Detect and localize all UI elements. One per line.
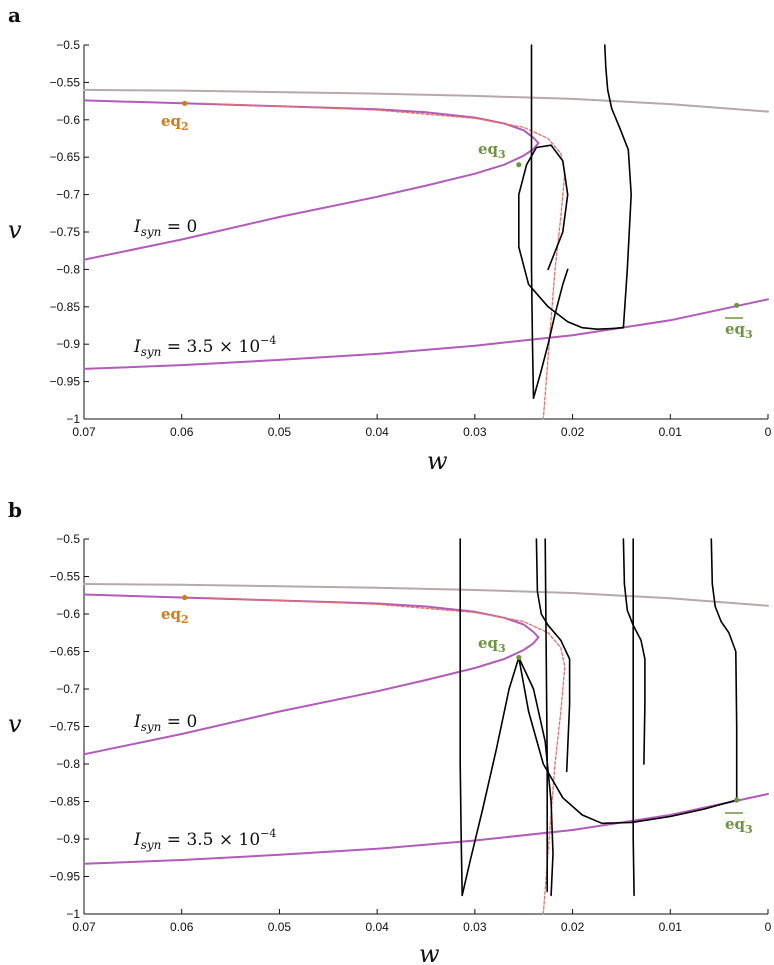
- label-eq3-bar: eq3: [725, 815, 753, 836]
- y-tick-label: −0.65: [50, 645, 81, 659]
- label-eq3: eq3: [478, 634, 506, 655]
- series-upper-nullcline-gray: [83, 88, 769, 113]
- y-tick-label: −0.9: [56, 832, 80, 846]
- point-eq2: [182, 100, 188, 106]
- y-tick-label: −0.95: [50, 870, 81, 884]
- x-tick-label: 0.06: [170, 920, 194, 934]
- panel-b: b 0.07 0.06 0.05 0.04 0.03 0.02 0.01 0 −0.5 −0.55…: [8, 498, 772, 965]
- equilibrium-points: [182, 594, 740, 803]
- panel-label: b: [8, 498, 22, 522]
- series-nullcline-isyn35: [83, 298, 769, 370]
- x-tick-label: 0.05: [268, 425, 292, 439]
- x-tick-label: 0.03: [463, 425, 487, 439]
- label-eq2: eq2: [161, 605, 189, 626]
- x-tick-label: 0.01: [659, 425, 683, 439]
- x-tick-label: 0.02: [561, 920, 585, 934]
- y-tick-label: −0.85: [50, 300, 81, 314]
- series-trajectory-a-3: [604, 44, 632, 329]
- y-tick-label: −0.5: [56, 38, 80, 52]
- annotation-isyn35: Isyn = 3.5 × 10−4: [133, 334, 276, 359]
- x-tick-label: 0.01: [659, 920, 683, 934]
- series-trajectory-b-7: [632, 538, 635, 897]
- series-trajectory-a-4: [518, 144, 625, 330]
- y-tick-label: −0.5: [56, 532, 80, 546]
- equilibrium-points: [182, 100, 740, 308]
- series-nullcline-isyn0-lower: [83, 142, 540, 261]
- y-tick-label: −0.75: [50, 720, 81, 734]
- series-trajectory-b-5: [535, 538, 571, 773]
- series-trajectory-b-1: [459, 538, 463, 897]
- y-tick-label: −0.8: [56, 262, 80, 276]
- series-trajectory-a-1: [530, 44, 535, 399]
- axes: [83, 538, 769, 915]
- series-red-dashed: [200, 596, 566, 915]
- point-eq2: [182, 594, 188, 601]
- series-nullcline-isyn0-upper: [83, 99, 540, 144]
- y-tick-label: −0.75: [50, 225, 81, 239]
- series-nullcline-isyn0-lower: [83, 636, 540, 756]
- series-red-dashed: [200, 102, 566, 420]
- series-trajectory-b-4: [544, 538, 548, 893]
- tick-labels: 0.07 0.06 0.05 0.04 0.03 0.02 0.01 0 −0.5 −0.55 −0…: [50, 532, 772, 934]
- panel-label: a: [8, 3, 21, 27]
- series-nullcline-isyn0-upper: [83, 593, 540, 639]
- y-tick-label: −0.9: [56, 337, 80, 351]
- series-upper-nullcline-gray: [83, 583, 769, 607]
- y-tick-label: −1: [66, 907, 80, 921]
- x-tick-label: 0.07: [72, 920, 96, 934]
- y-tick-label: −0.6: [56, 113, 80, 127]
- x-tick-label: 0.06: [170, 425, 194, 439]
- label-eq2: eq2: [161, 112, 189, 133]
- series-trajectory-a-2: [532, 268, 569, 399]
- point-eq3bar: [734, 302, 740, 308]
- x-tick-label: 0.02: [561, 425, 585, 439]
- annotation-isyn0: Isyn = 0: [133, 217, 197, 239]
- point-eq3: [516, 162, 522, 168]
- x-tick-label: 0.07: [72, 425, 96, 439]
- y-tick-label: −1: [66, 412, 80, 426]
- series-lines: [83, 44, 769, 420]
- x-axis-label: w: [427, 447, 448, 475]
- x-tick-label: 0.04: [365, 425, 389, 439]
- x-axis-label: w: [419, 940, 440, 965]
- series-lines: [83, 538, 769, 915]
- x-tick-label: 0: [765, 920, 772, 934]
- y-tick-label: −0.7: [56, 188, 80, 202]
- annotation-isyn0: Isyn = 0: [133, 712, 197, 734]
- y-axis-label: v: [8, 710, 22, 738]
- point-eq3: [516, 654, 522, 661]
- y-tick-label: −0.7: [56, 682, 80, 696]
- y-tick-label: −0.85: [50, 795, 81, 809]
- tick-labels: 0.07 0.06 0.05 0.04 0.03 0.02 0.01 0 −0.5 −0.55 −0…: [50, 38, 772, 439]
- y-tick-label: −0.95: [50, 375, 81, 389]
- series-nullcline-isyn35: [83, 793, 769, 865]
- x-tick-label: 0.03: [463, 920, 487, 934]
- y-tick-label: −0.55: [50, 570, 81, 584]
- y-tick-label: −0.8: [56, 757, 80, 771]
- label-eq3: eq3: [478, 140, 506, 161]
- y-tick-label: −0.65: [50, 150, 81, 164]
- panel-a: a 0.07 0.06 0.05 0.04 0.03 0.02 0.01 0 −0.5 −0.55…: [8, 3, 772, 475]
- series-trajectory-b-2: [461, 656, 520, 897]
- axes: [83, 44, 769, 420]
- y-tick-label: −0.55: [50, 75, 81, 89]
- x-tick-label: 0.04: [365, 920, 389, 934]
- annotation-isyn35: Isyn = 3.5 × 10−4: [133, 827, 276, 852]
- y-tick-label: −0.6: [56, 607, 80, 621]
- series-trajectory-b-8: [622, 538, 646, 765]
- series-trajectory-b-6: [518, 656, 738, 825]
- label-eq3-bar: eq3: [725, 320, 753, 341]
- x-tick-label: 0.05: [268, 920, 292, 934]
- series-trajectory-b-9: [710, 538, 738, 801]
- x-tick-label: 0: [765, 425, 772, 439]
- point-eq3bar: [734, 797, 740, 803]
- y-axis-label: v: [8, 216, 22, 244]
